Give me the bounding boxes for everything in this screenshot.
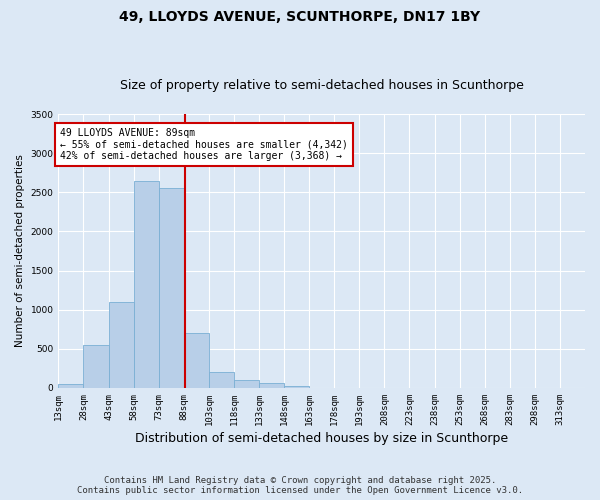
Y-axis label: Number of semi-detached properties: Number of semi-detached properties: [15, 154, 25, 348]
Bar: [284, 386, 309, 388]
Bar: [134, 180, 159, 388]
Bar: [184, 333, 209, 388]
Bar: [83, 345, 109, 388]
X-axis label: Distribution of semi-detached houses by size in Scunthorpe: Distribution of semi-detached houses by …: [135, 432, 508, 445]
Bar: [58, 384, 83, 388]
Title: Size of property relative to semi-detached houses in Scunthorpe: Size of property relative to semi-detach…: [120, 79, 524, 92]
Text: 49 LLOYDS AVENUE: 89sqm
← 55% of semi-detached houses are smaller (4,342)
42% of: 49 LLOYDS AVENUE: 89sqm ← 55% of semi-de…: [60, 128, 348, 162]
Bar: [259, 383, 284, 388]
Bar: [234, 380, 259, 388]
Bar: [109, 302, 134, 388]
Bar: [209, 372, 234, 388]
Text: Contains HM Land Registry data © Crown copyright and database right 2025.
Contai: Contains HM Land Registry data © Crown c…: [77, 476, 523, 495]
Bar: [159, 188, 184, 388]
Text: 49, LLOYDS AVENUE, SCUNTHORPE, DN17 1BY: 49, LLOYDS AVENUE, SCUNTHORPE, DN17 1BY: [119, 10, 481, 24]
